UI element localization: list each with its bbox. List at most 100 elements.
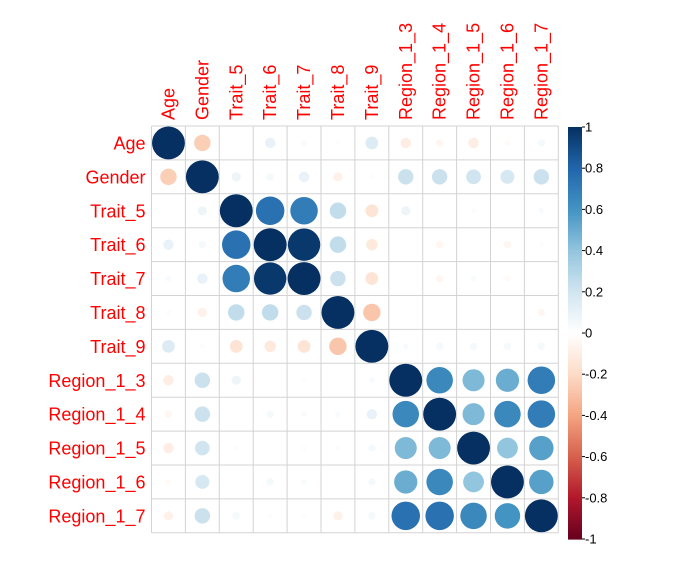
color-bar-segment <box>568 446 582 449</box>
color-bar-segment <box>568 530 582 534</box>
cell-region-1-5-trait-5 <box>233 445 239 451</box>
cell-trait-8-age <box>166 310 171 315</box>
color-bar-segment <box>568 473 582 476</box>
cell-region-1-6-region-1-6 <box>491 465 524 499</box>
color-bar-segment <box>568 386 582 390</box>
color-bar-segment <box>568 400 582 404</box>
color-bar-tick-label: -0.4 <box>585 408 607 423</box>
color-bar-segment <box>568 458 582 462</box>
cell-region-1-7-gender <box>194 508 211 524</box>
cell-trait-7-region-1-5 <box>470 275 477 282</box>
cell-trait-5-trait-8 <box>329 202 347 219</box>
color-bar-segment <box>568 376 582 379</box>
column-label-region-1-5: Region_1_5 <box>464 23 485 120</box>
color-bar-segment <box>568 485 582 489</box>
cell-region-1-6-gender <box>195 474 210 489</box>
color-bar-segment <box>568 240 582 243</box>
color-bar-segment <box>568 318 582 322</box>
color-bar-segment <box>568 143 582 147</box>
cell-trait-8-region-1-7 <box>537 308 546 317</box>
cell-gender-trait-7 <box>298 171 310 183</box>
column-label-trait-7: Trait_7 <box>294 65 315 120</box>
color-bar-segment <box>568 374 582 377</box>
cell-trait-9-region-1-7 <box>537 342 546 351</box>
cell-gender-region-1-5 <box>466 169 481 185</box>
color-bar-segment <box>568 314 582 318</box>
color-bar-tick-label: 0.8 <box>585 161 603 176</box>
color-bar-segment <box>568 403 582 406</box>
cell-trait-7-region-1-4 <box>435 274 444 283</box>
color-bar-legend: 1 0.8 0.6 0.4 0.2 0 -0.2 -0.4 -0.6 -0.8 -1 <box>568 120 607 547</box>
color-bar-segment <box>568 394 582 398</box>
cell-region-1-4-region-1-7 <box>527 400 556 428</box>
column-label-age: Age <box>158 88 178 120</box>
correlation-cells <box>152 126 558 533</box>
color-bar-segment <box>568 271 582 274</box>
color-bar-segment <box>568 497 582 501</box>
color-bar-segment <box>568 234 582 237</box>
color-bar-segment <box>568 306 582 309</box>
color-bar-tick-label: 0.6 <box>585 202 603 217</box>
color-bar-tick-label: -0.8 <box>585 490 607 505</box>
color-bar-segment <box>568 512 582 515</box>
color-bar-segment <box>568 308 582 311</box>
color-bar-segment <box>568 207 582 210</box>
color-bar-segment <box>568 324 582 328</box>
color-bar-segment <box>568 456 582 460</box>
color-bar-segment <box>568 438 582 441</box>
color-bar-segment <box>568 269 582 272</box>
cell-gender-trait-5 <box>231 172 241 182</box>
color-bar-segment <box>568 248 582 252</box>
color-bar-segment <box>568 487 582 491</box>
row-label-region-1-3: Region_1_3 <box>48 371 145 392</box>
cell-region-1-5-trait-8 <box>335 445 341 451</box>
color-bar-segment <box>568 184 582 188</box>
color-bar-segment <box>568 368 582 371</box>
color-bar-segment <box>568 536 582 540</box>
cell-age-region-1-4 <box>435 139 444 147</box>
cell-age-region-1-7 <box>537 139 546 147</box>
cell-trait-9-region-1-5 <box>469 342 478 351</box>
cell-region-1-3-trait-5 <box>231 375 241 385</box>
color-bar-segment <box>568 186 582 190</box>
cell-age-region-1-5 <box>468 137 479 149</box>
color-bar-segment <box>568 448 582 452</box>
color-bar-segment <box>568 194 582 198</box>
cell-trait-7-trait-9 <box>365 272 379 285</box>
color-bar-segment <box>568 409 582 412</box>
cell-trait-6-gender <box>198 240 207 249</box>
color-bar-segment <box>568 347 582 351</box>
cell-region-1-4-trait-6 <box>266 410 274 418</box>
cell-trait-6-trait-5 <box>222 230 251 259</box>
color-bar-segment <box>568 182 582 186</box>
color-bar-segment <box>568 528 582 532</box>
color-bar-segment <box>568 506 582 509</box>
cell-trait-9-region-1-3 <box>402 343 409 350</box>
color-bar-segment <box>568 440 582 443</box>
color-bar-segment <box>568 197 582 200</box>
color-bar-segment <box>568 388 582 392</box>
color-bar-segment <box>568 312 582 316</box>
color-bar-segment <box>568 127 582 130</box>
color-bar-segment <box>568 129 582 132</box>
cell-trait-7-age <box>165 275 172 282</box>
cell-region-1-3-trait-7 <box>301 377 307 383</box>
color-bar-segment <box>568 466 582 470</box>
color-bar-segment <box>568 275 582 278</box>
color-bar-segment <box>568 300 582 303</box>
color-bar-segment <box>568 236 582 239</box>
cell-region-1-5-region-1-5 <box>457 431 490 465</box>
cell-trait-6-trait-8 <box>329 236 347 253</box>
color-bar-segment <box>568 532 582 536</box>
color-bar-segment <box>568 293 582 297</box>
row-label-trait-5: Trait_5 <box>90 201 145 222</box>
cell-trait-7-trait-8 <box>330 270 346 287</box>
cell-region-1-3-region-1-6 <box>495 368 520 392</box>
color-bar-segment <box>568 297 582 301</box>
color-bar-segment <box>568 380 582 384</box>
row-label-trait-9: Trait_9 <box>90 337 145 358</box>
color-bar-segment <box>568 378 582 381</box>
color-bar-segment <box>568 390 582 394</box>
color-bar-segment <box>568 133 582 136</box>
cell-gender-region-1-7 <box>533 169 550 185</box>
